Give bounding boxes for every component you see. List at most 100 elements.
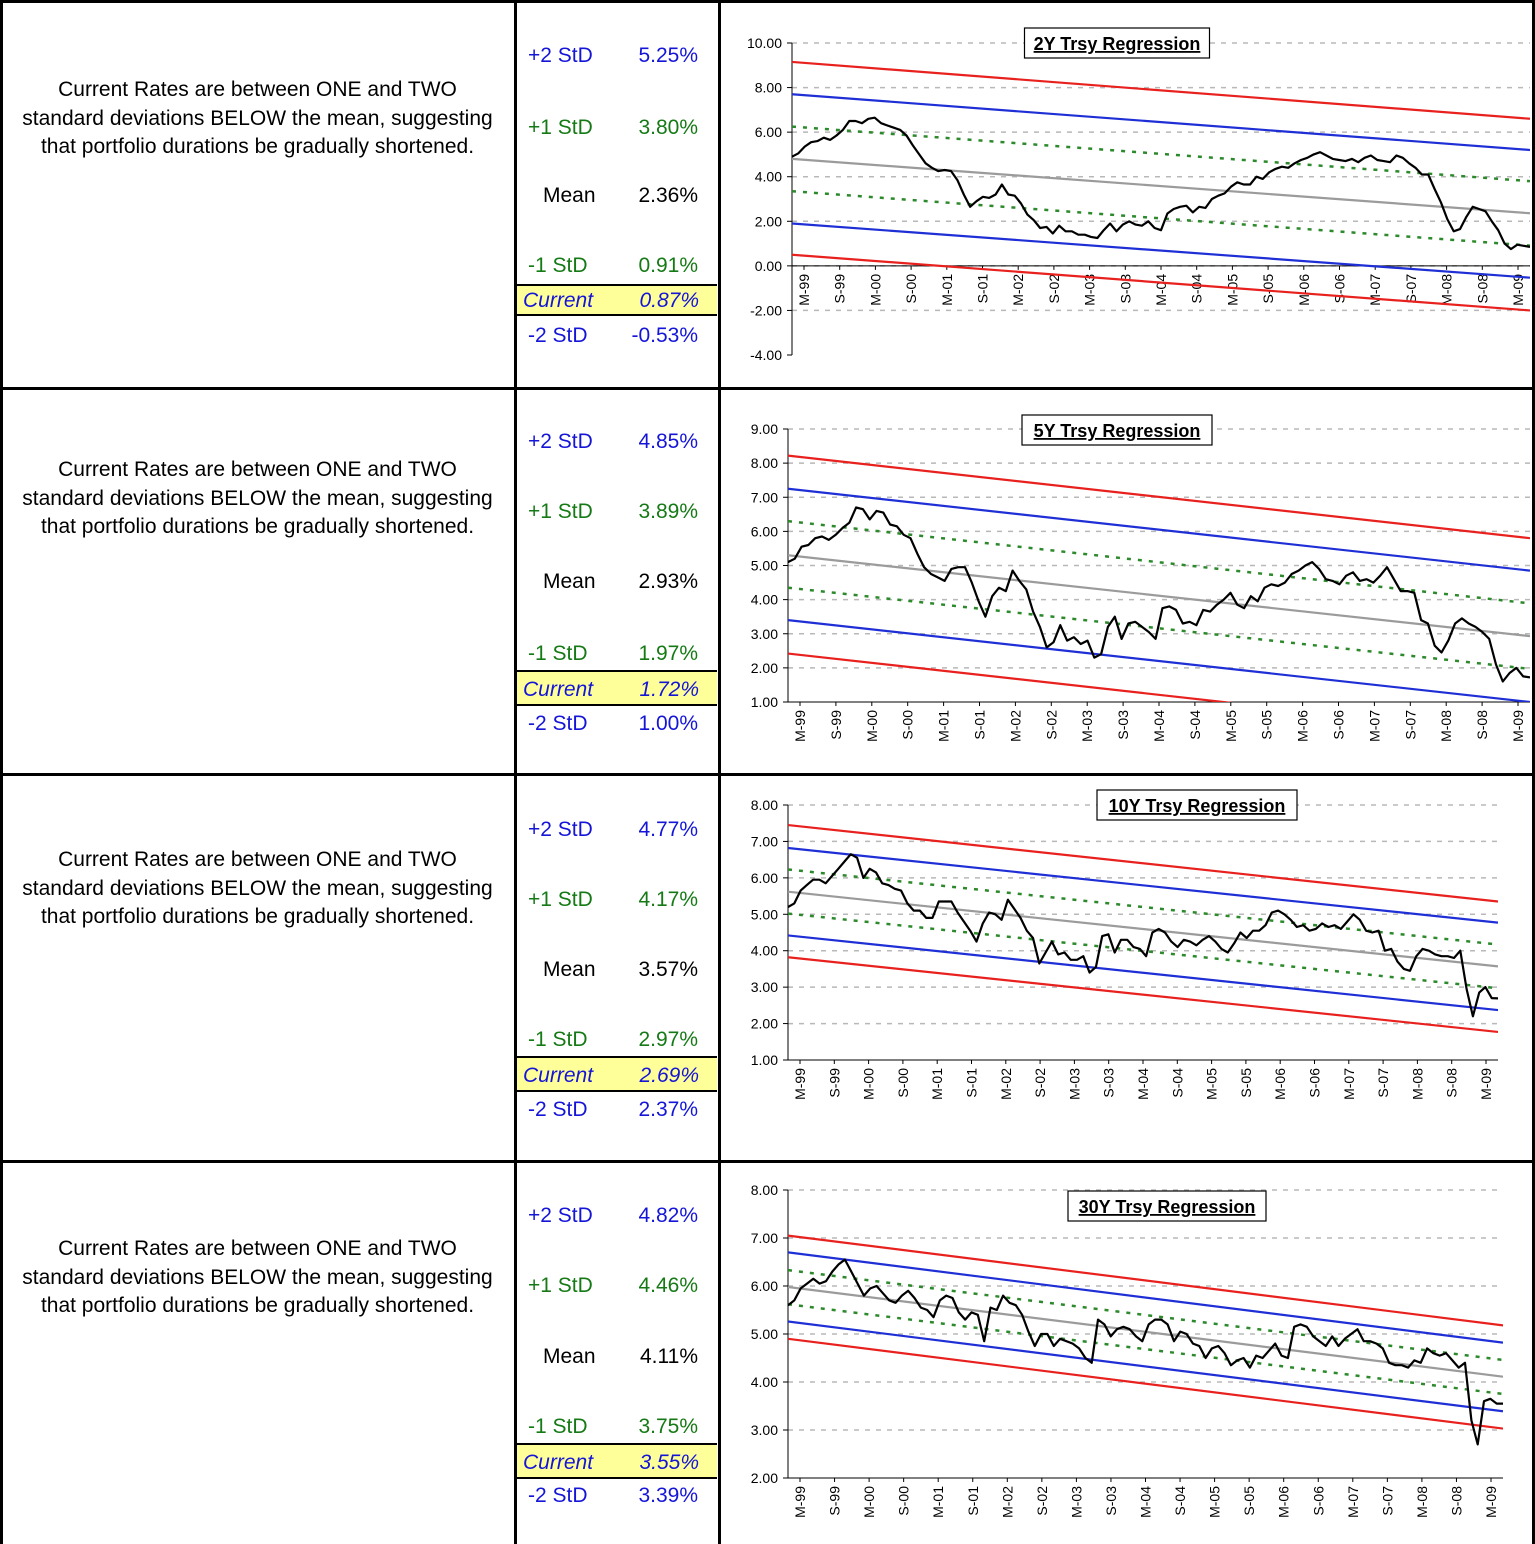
chart-title: 5Y Trsy Regression	[1034, 421, 1201, 441]
x-tick-label: S-08	[1474, 274, 1490, 304]
x-tick-label: M-05	[1224, 274, 1240, 306]
minus2-label: -2 StD	[528, 1098, 588, 1121]
plus2-band-line	[788, 823, 1498, 903]
x-tick-label: S-04	[1189, 274, 1205, 304]
plus2-band-line	[788, 454, 1530, 540]
current-label: Current	[523, 1064, 594, 1087]
yield-series-line	[788, 1258, 1503, 1446]
plus1-label: +1 StD	[528, 888, 593, 911]
x-tick-label: S-05	[1259, 710, 1275, 740]
plot-area	[792, 60, 1530, 312]
column-divider-2	[718, 0, 721, 1544]
x-tick-label: M-08	[1438, 710, 1454, 742]
y-tick-label: 1.00	[751, 1052, 778, 1068]
minus-half-band-line	[788, 1302, 1503, 1396]
minus-half-band-line	[788, 912, 1498, 990]
y-tick-label: 3.00	[751, 1422, 778, 1438]
x-tick-label: M-99	[792, 1486, 808, 1518]
y-tick-label: -2.00	[750, 302, 782, 318]
x-tick-label: S-05	[1260, 274, 1276, 304]
mean-regression-line	[788, 890, 1498, 968]
chart-title-box: 10Y Trsy Regression	[1096, 789, 1298, 821]
minus1-band-line	[792, 222, 1530, 279]
minus2-band-line	[788, 1337, 1503, 1430]
plus-half-band-line	[788, 519, 1530, 605]
y-tick-label: 6.00	[751, 870, 778, 886]
yield-series-line	[792, 116, 1530, 251]
x-tick-label: S-99	[827, 1486, 843, 1516]
plus1-band-line	[788, 487, 1530, 572]
chart-title: 10Y Trsy Regression	[1109, 796, 1286, 816]
minus1-value: 0.91%	[638, 254, 698, 277]
minus2-value: -0.53%	[631, 324, 698, 347]
x-tick-label: M-06	[1296, 274, 1312, 306]
minus2-band-line	[788, 956, 1498, 1034]
y-tick-label: 8.00	[751, 797, 778, 813]
mean-label: Mean	[543, 958, 596, 981]
x-tick-label: M-08	[1414, 1486, 1430, 1518]
regression-row-5y: Current Rates are between ONE and TWO st…	[0, 390, 1535, 773]
x-tick-label: S-00	[895, 1068, 911, 1098]
minus2-value: 2.37%	[638, 1098, 698, 1121]
x-tick-label: S-04	[1187, 710, 1203, 740]
x-tick-label: M-06	[1272, 1068, 1288, 1100]
minus1-value: 3.75%	[638, 1415, 698, 1438]
row-description: Current Rates are between ONE and TWO st…	[22, 78, 493, 158]
chart-title-frame	[1021, 414, 1213, 446]
current-rate-box: Current 2.69%	[517, 1056, 717, 1092]
x-tick-label: S-04	[1172, 1486, 1188, 1516]
x-tick-label: S-01	[972, 710, 988, 740]
plus1-label: +1 StD	[528, 1274, 593, 1297]
x-tick-label: S-06	[1307, 1068, 1323, 1098]
mean-value: 3.57%	[638, 958, 698, 981]
plus1-band-line	[792, 93, 1530, 152]
plus-half-band-line	[788, 868, 1498, 946]
column-divider-1	[514, 0, 517, 1544]
y-tick-label: 6.00	[755, 124, 782, 140]
x-tick-label: S-08	[1444, 1068, 1460, 1098]
plus2-label: +2 StD	[528, 430, 593, 453]
x-tick-label: S-07	[1403, 274, 1419, 304]
x-tick-label: S-06	[1310, 1486, 1326, 1516]
current-rate-box: Current 3.55%	[517, 1443, 717, 1479]
y-tick-label: 8.00	[751, 455, 778, 471]
y-tick-label: 9.00	[751, 421, 778, 437]
minus1-label: -1 StD	[528, 1415, 588, 1438]
plus1-value: 4.17%	[638, 888, 698, 911]
x-tick-label: M-07	[1366, 710, 1382, 742]
x-tick-label: M-03	[1066, 1068, 1082, 1100]
y-tick-label: 3.00	[751, 626, 778, 642]
current-value: 1.72%	[639, 678, 699, 701]
mean-label: Mean	[543, 570, 596, 593]
x-tick-label: M-04	[1138, 1486, 1154, 1518]
x-tick-label: M-00	[861, 1068, 877, 1100]
x-tick-label: M-02	[1007, 710, 1023, 742]
plus2-value: 4.77%	[638, 818, 698, 841]
mean-value: 2.93%	[638, 570, 698, 593]
plot-area	[788, 454, 1530, 702]
minus1-value: 2.97%	[638, 1028, 698, 1051]
current-value: 0.87%	[639, 289, 699, 312]
plus1-value: 3.80%	[638, 116, 698, 139]
current-rate-box: Current 0.87%	[517, 284, 717, 316]
y-tick-label: 5.00	[751, 1326, 778, 1342]
minus-half-band-line	[788, 586, 1530, 671]
x-tick-label: S-01	[965, 1486, 981, 1516]
minus1-band-line	[788, 934, 1498, 1012]
y-tick-label: 2.00	[751, 1016, 778, 1032]
x-tick-label: S-08	[1448, 1486, 1464, 1516]
regression-row-2y: Current Rates are between ONE and TWO st…	[0, 0, 1535, 387]
y-tick-label: 8.00	[751, 1182, 778, 1198]
x-tick-label: M-05	[1223, 710, 1239, 742]
minus2-value: 1.00%	[638, 712, 698, 735]
x-tick-label: M-06	[1276, 1486, 1292, 1518]
x-tick-label: S-00	[900, 710, 916, 740]
chart-title-box: 30Y Trsy Regression	[1067, 1190, 1267, 1222]
y-tick-label: 5.00	[751, 906, 778, 922]
x-tick-label: M-01	[929, 1068, 945, 1100]
minus2-label: -2 StD	[528, 1484, 588, 1507]
y-tick-label: -4.00	[750, 347, 782, 363]
mean-value: 4.11%	[640, 1345, 698, 1368]
minus1-label: -1 StD	[528, 642, 588, 665]
x-tick-label: M-09	[1510, 274, 1526, 306]
